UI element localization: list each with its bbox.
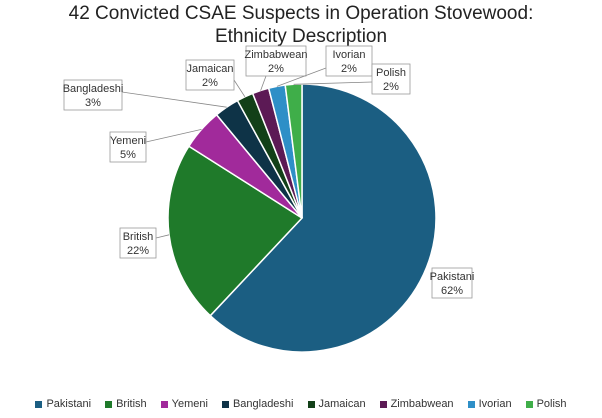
data-label-percent: 2% [268, 63, 284, 75]
legend-item-jamaican: Jamaican [307, 398, 366, 410]
leader-line-zimbabwean [260, 75, 267, 91]
data-label-box [431, 267, 473, 299]
legend-item-pakistani: Pakistani [35, 398, 91, 410]
data-label-category: Zimbabwean [245, 49, 308, 61]
data-label-percent: 3% [85, 97, 101, 109]
legend-label: British [116, 398, 147, 410]
legend-label: Yemeni [171, 398, 208, 410]
leader-line-bangladeshi [121, 91, 227, 108]
legend-item-bangladeshi: Bangladeshi [221, 398, 294, 410]
legend-label: Bangladeshi [232, 398, 294, 410]
legend-label: Zimbabwean [390, 398, 454, 410]
data-label-percent: 22% [127, 245, 149, 257]
legend-swatch [35, 400, 43, 408]
leader-line-ivorian [276, 67, 327, 87]
legend-label: Polish [536, 398, 567, 410]
legend-swatch [467, 400, 475, 408]
legend-item-yemeni: Yemeni [160, 398, 208, 410]
chart-title-line-2: Ethnicity Description [214, 26, 388, 47]
data-label-jamaican: Jamaican 2% [185, 59, 235, 91]
data-label-category: Yemeni [110, 135, 146, 147]
leader-line-british [155, 234, 170, 239]
leader-line-yemeni [145, 129, 202, 143]
legend-item-zimbabwean: Zimbabwean [379, 398, 454, 410]
legend-item-ivorian: Ivorian [467, 398, 512, 410]
data-label-zimbabwean: Zimbabwean 2% [245, 45, 308, 77]
data-label-category: Bangladeshi [63, 83, 124, 95]
data-label-yemeni: Yemeni 5% [109, 131, 147, 163]
legend-swatch [105, 400, 113, 408]
leader-line-polish [293, 81, 373, 85]
data-label-category: Pakistani [430, 271, 475, 283]
data-label-percent: 2% [383, 81, 399, 93]
data-label-bangladeshi: Bangladeshi 3% [63, 79, 124, 111]
data-label-percent: 5% [120, 149, 136, 161]
data-label-category: Polish [376, 67, 406, 79]
legend: Pakistani British Yemeni Bangladeshi Jamaica… [0, 398, 602, 410]
data-label-percent: 62% [441, 285, 463, 297]
data-label-ivorian: Ivorian 2% [325, 45, 373, 77]
legend-label: Jamaican [318, 398, 366, 410]
legend-swatch [307, 400, 315, 408]
data-label-pakistani: Pakistani 62% [430, 267, 475, 299]
data-label-box [63, 79, 123, 111]
legend-label: Ivorian [478, 398, 512, 410]
legend-swatch [525, 400, 533, 408]
data-label-box [119, 227, 157, 259]
data-label-polish: Polish 2% [371, 63, 411, 95]
data-label-box [325, 45, 373, 77]
data-label-percent: 2% [341, 63, 357, 75]
data-label-box [245, 45, 307, 77]
leader-line-jamaican [233, 79, 246, 98]
chart-title-line-1: 42 Convicted CSAE Suspects in Operation … [68, 3, 534, 24]
chart-title: 42 Convicted CSAE Suspects in Operation … [0, 2, 602, 48]
data-label-category: Jamaican [186, 63, 233, 75]
data-label-percent: 2% [202, 77, 218, 89]
data-label-box [109, 131, 147, 163]
data-label-category: British [123, 231, 154, 243]
data-label-box [371, 63, 411, 95]
legend-swatch [160, 400, 168, 408]
legend-label: Pakistani [46, 398, 92, 410]
data-label-category: Ivorian [332, 49, 365, 61]
legend-swatch [379, 400, 387, 408]
legend-item-british: British [105, 398, 147, 410]
legend-item-polish: Polish [525, 398, 567, 410]
legend-swatch [221, 400, 229, 408]
data-label-british: British 22% [119, 227, 157, 259]
pie-slice-pakistani [209, 83, 437, 353]
data-label-box [185, 59, 235, 91]
